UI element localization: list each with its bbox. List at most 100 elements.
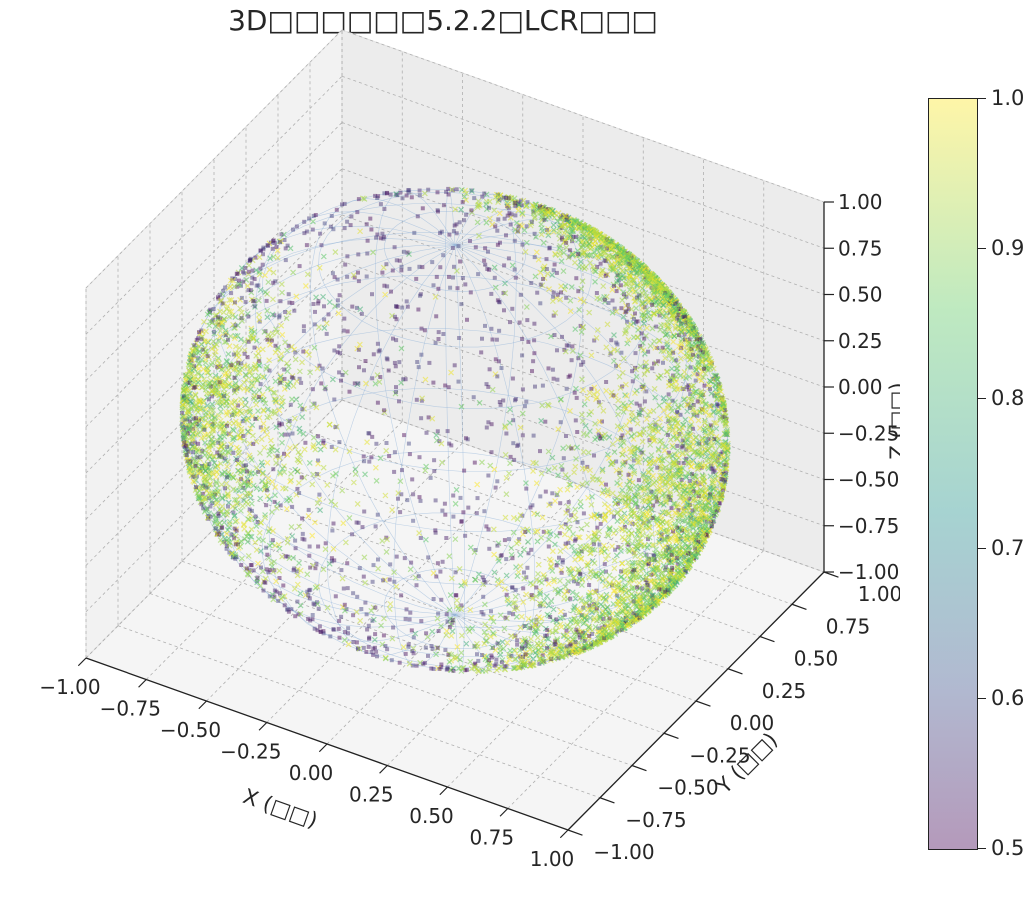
scatter-point	[552, 333, 557, 337]
scatter-point	[274, 247, 281, 254]
scatter-point	[394, 385, 398, 390]
scatter-point	[559, 570, 564, 575]
scatter-point	[594, 291, 599, 295]
scatter-point	[622, 292, 626, 297]
scatter-point	[297, 376, 302, 381]
scatter-point	[622, 328, 629, 335]
scatter-point	[275, 453, 280, 458]
scatter-point	[438, 440, 445, 447]
scatter-point	[235, 271, 240, 276]
scatter-point	[371, 563, 376, 568]
scatter-point	[264, 503, 269, 508]
scatter-point	[284, 451, 291, 458]
scatter-point	[237, 296, 244, 303]
scatter-point	[502, 290, 509, 297]
grid-line	[117, 625, 601, 799]
scatter-point	[202, 417, 209, 424]
scatter-point	[550, 491, 555, 496]
scatter-point	[473, 245, 478, 250]
scatter-point	[354, 520, 359, 525]
scatter-point	[261, 588, 266, 593]
scatter-point	[495, 242, 500, 247]
scatter-point	[331, 521, 336, 526]
scatter-point	[378, 236, 383, 241]
scatter-point	[225, 423, 230, 428]
grid-line	[341, 122, 825, 295]
wire-meridian	[326, 244, 456, 656]
scatter-point	[370, 579, 375, 584]
scatter-point	[241, 379, 248, 386]
scatter-point	[215, 315, 220, 320]
scatter-point	[625, 302, 630, 307]
scatter-point	[528, 220, 535, 227]
scatter-point	[266, 451, 273, 458]
scatter-point	[265, 243, 270, 248]
scatter-point	[452, 363, 457, 368]
scatter-point	[345, 274, 350, 279]
scatter-point	[221, 288, 226, 293]
scatter-point	[356, 347, 361, 352]
scatter-point	[300, 430, 307, 437]
scatter-point	[557, 248, 564, 255]
scatter-point	[619, 306, 624, 311]
scatter-point	[244, 417, 251, 424]
scatter-point	[388, 192, 393, 197]
scatter-point	[273, 279, 278, 284]
scatter-point	[574, 444, 581, 451]
scatter-point	[458, 403, 465, 410]
scatter-point	[649, 325, 656, 332]
scatter-point	[250, 275, 255, 280]
scatter-point	[338, 351, 342, 356]
scatter-point	[502, 216, 507, 221]
scatter-point	[184, 453, 189, 458]
scatter-point	[213, 375, 220, 382]
scatter-point	[363, 380, 369, 387]
scatter-point	[356, 341, 363, 348]
scatter-point	[520, 433, 525, 438]
scatter-point	[385, 190, 390, 195]
scatter-point	[259, 565, 263, 570]
scatter-point	[288, 402, 293, 407]
scatter-point	[367, 431, 372, 436]
scatter-point	[219, 429, 226, 436]
scatter-point	[310, 434, 317, 441]
scatter-point	[362, 459, 367, 464]
scatter-point	[264, 307, 271, 314]
scatter-point	[492, 275, 497, 280]
scatter-points	[179, 186, 731, 675]
scatter-point	[343, 262, 348, 267]
scatter-point	[510, 306, 515, 311]
scatter-point	[202, 427, 207, 432]
scatter-point	[216, 511, 221, 516]
scatter-point	[323, 387, 328, 392]
scatter-point	[451, 514, 456, 519]
scatter-point	[568, 373, 573, 378]
scatter-point	[560, 249, 567, 256]
scatter-point	[206, 309, 213, 316]
scatter-point	[661, 360, 665, 365]
scatter-point	[253, 415, 260, 422]
scatter-point	[499, 366, 504, 370]
scatter-point	[389, 658, 394, 663]
scatter-point	[370, 249, 376, 256]
scatter-point	[544, 257, 549, 262]
scatter-point	[228, 441, 234, 448]
scatter-point	[233, 455, 239, 462]
scatter-point	[310, 227, 315, 232]
scatter-point	[498, 240, 502, 245]
scatter-point	[340, 373, 345, 377]
scatter-point	[286, 343, 291, 348]
scatter-point	[259, 470, 266, 477]
scatter-point	[494, 337, 499, 342]
scatter-point	[532, 338, 537, 343]
scatter-point	[620, 433, 625, 438]
scatter-point	[375, 654, 379, 659]
scatter-point	[212, 464, 219, 470]
scatter-point	[598, 261, 603, 266]
scatter-point	[335, 277, 340, 282]
scatter-point	[316, 496, 323, 503]
scatter-point	[214, 399, 221, 406]
scatter-point	[313, 309, 317, 314]
scatter-point	[345, 561, 350, 566]
scatter-point	[444, 612, 449, 617]
